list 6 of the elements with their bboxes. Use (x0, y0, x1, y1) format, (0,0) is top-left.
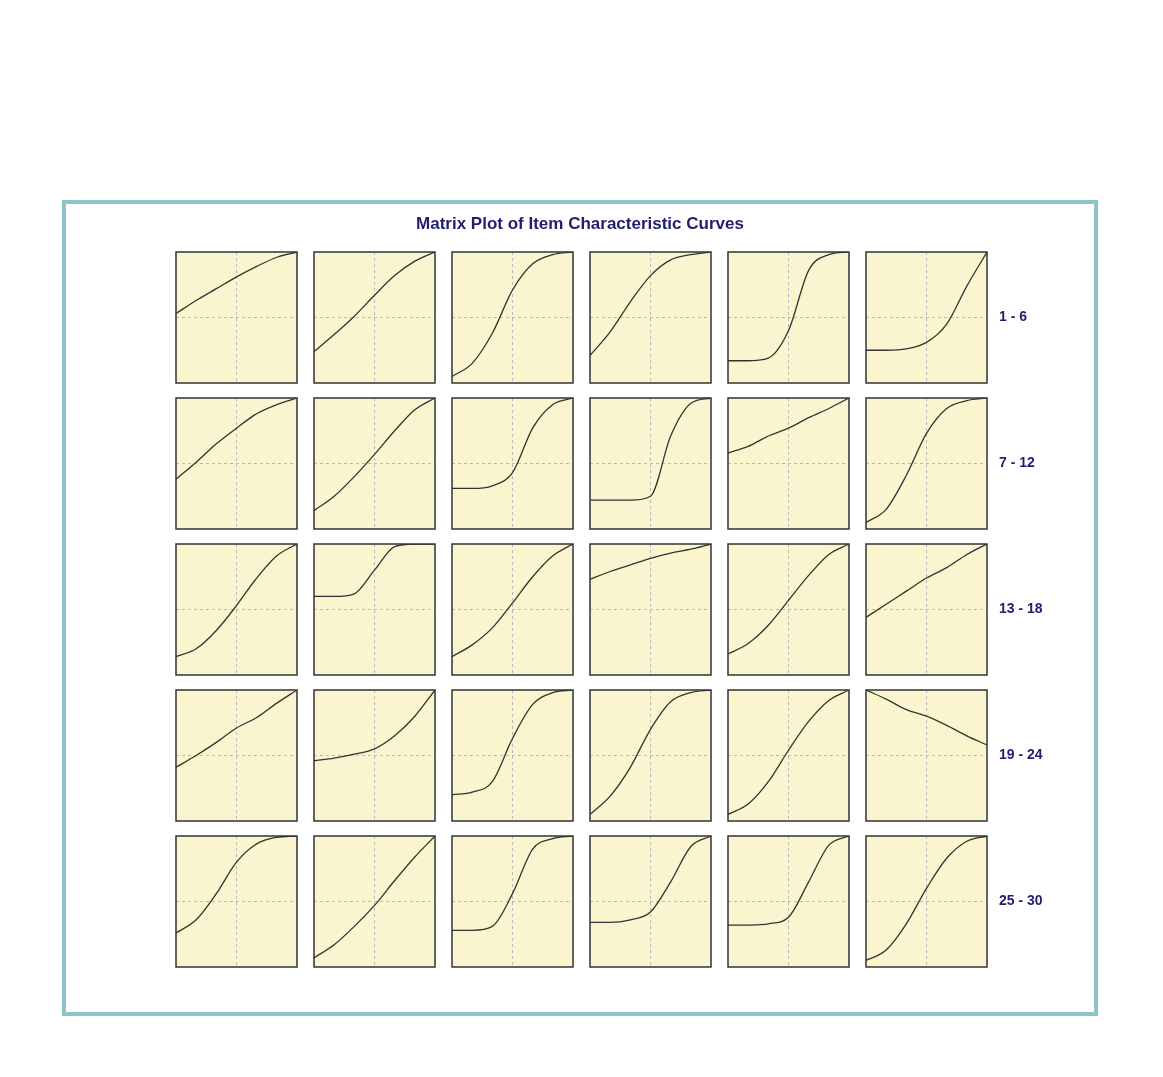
text: 1 - 6 (999, 307, 1028, 324)
text: 7 - 12 (999, 453, 1035, 470)
text: 13 - 18 (999, 599, 1043, 616)
text: 25 - 30 (999, 891, 1043, 908)
text: Matrix Plot of Item Characteristic Curves (415, 214, 745, 234)
text: 19 - 24 (999, 745, 1043, 762)
